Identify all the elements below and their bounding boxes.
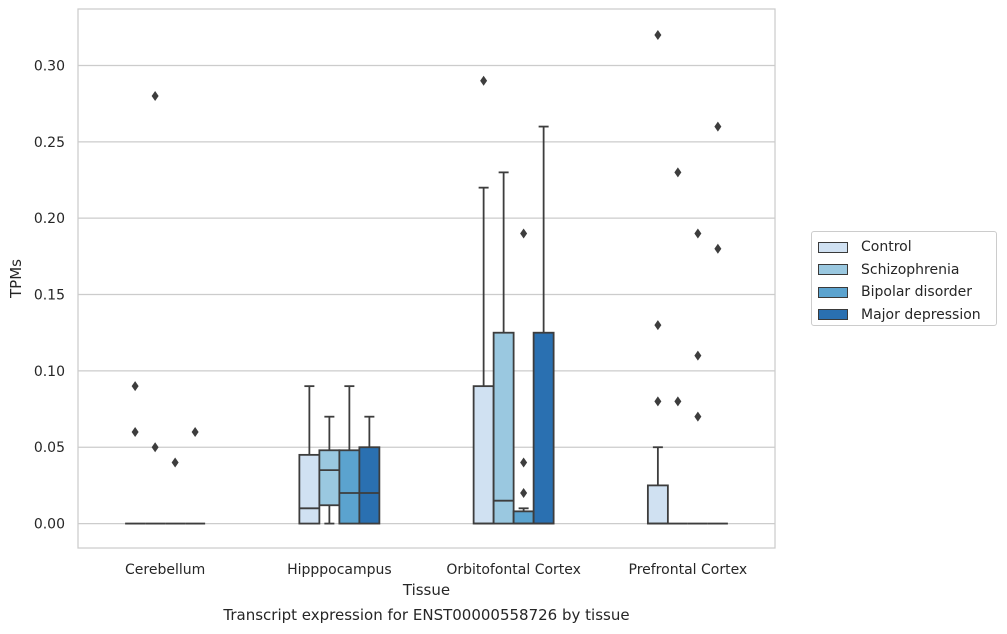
box-body [532, 331, 555, 525]
legend-label: Bipolar disorder [861, 284, 973, 301]
plot-area [77, 8, 776, 549]
legend-swatch [818, 264, 848, 276]
figure-caption: Transcript expression for ENST0000055872… [223, 606, 630, 624]
x-axis-label: Tissue [402, 581, 450, 599]
box-major-depression [707, 121, 728, 525]
box-body [298, 453, 321, 525]
y-axis-ticks: 0.00 0.05 0.10 0.15 0.20 0.25 0.30 [34, 58, 65, 532]
legend-swatch [818, 241, 848, 253]
box-major-depression [185, 426, 206, 525]
gridlines [78, 64, 775, 525]
outlier-point [171, 457, 179, 468]
box-body [512, 510, 535, 525]
box-schizophrenia [145, 91, 166, 525]
legend-swatch [818, 309, 848, 321]
box-major-depression [358, 415, 381, 525]
box-body [472, 385, 495, 525]
y-tick-label: 0.15 [34, 288, 65, 304]
outlier-point [674, 167, 682, 178]
legend-item: Control [818, 236, 996, 259]
y-axis-label: TPMs [7, 259, 25, 299]
y-tick-label: 0.00 [34, 517, 65, 533]
y-tick-label: 0.05 [34, 440, 65, 456]
x-tick-label: Cerebellum [125, 562, 205, 578]
box-schizophrenia [492, 171, 515, 525]
legend-swatch [818, 286, 848, 298]
outlier-point [714, 243, 722, 254]
outlier-point [654, 320, 662, 331]
box-bipolar-disorder [165, 457, 186, 525]
y-tick-label: 0.30 [34, 58, 65, 74]
outlier-point [654, 29, 662, 40]
legend-item: Major depression [818, 304, 996, 327]
legend-label: Major depression [861, 306, 981, 323]
x-tick-label: Orbitofontal Cortex [446, 562, 581, 578]
legend-item: Bipolar disorder [818, 281, 996, 304]
box-major-depression [532, 125, 555, 525]
box-control [646, 29, 669, 525]
x-tick-label: Hipppocampus [287, 562, 392, 578]
box-body [358, 446, 381, 525]
box-bipolar-disorder [687, 228, 708, 525]
legend-item: Schizophrenia [818, 259, 996, 282]
outlier-point [151, 91, 159, 102]
box-body [646, 484, 669, 525]
outlier-point [694, 411, 702, 422]
x-tick-label: Prefrontal Cortex [629, 562, 748, 578]
outlier-point [151, 442, 159, 453]
outlier-point [520, 228, 528, 239]
box-schizophrenia [318, 415, 341, 525]
box-schizophrenia [667, 167, 688, 525]
box-body [318, 449, 341, 507]
outlier-point [520, 488, 528, 499]
outlier-point [131, 426, 139, 437]
box-control [298, 385, 321, 525]
outlier-point [520, 457, 528, 468]
box-body [338, 449, 361, 525]
outlier-point [131, 381, 139, 392]
y-tick-label: 0.20 [34, 211, 65, 227]
box-bipolar-disorder [338, 385, 361, 525]
x-axis-ticks: Cerebellum Hipppocampus Orbitofontal Corte… [125, 562, 747, 578]
y-tick-label: 0.25 [34, 135, 65, 151]
outlier-point [714, 121, 722, 132]
outlier-point [480, 75, 488, 86]
legend-label: Control [861, 239, 912, 256]
y-tick-label: 0.10 [34, 364, 65, 380]
outlier-point [694, 228, 702, 239]
box-body [492, 331, 515, 525]
outlier-point [654, 396, 662, 407]
legend: Control Schizophrenia Bipolar disorder Majo… [811, 231, 997, 326]
box-control [125, 381, 146, 525]
box-control [472, 75, 495, 525]
box-bipolar-disorder [512, 228, 535, 525]
outlier-point [191, 426, 199, 437]
outlier-point [674, 396, 682, 407]
outlier-point [694, 350, 702, 361]
boxes [125, 29, 728, 525]
legend-label: Schizophrenia [861, 261, 960, 278]
